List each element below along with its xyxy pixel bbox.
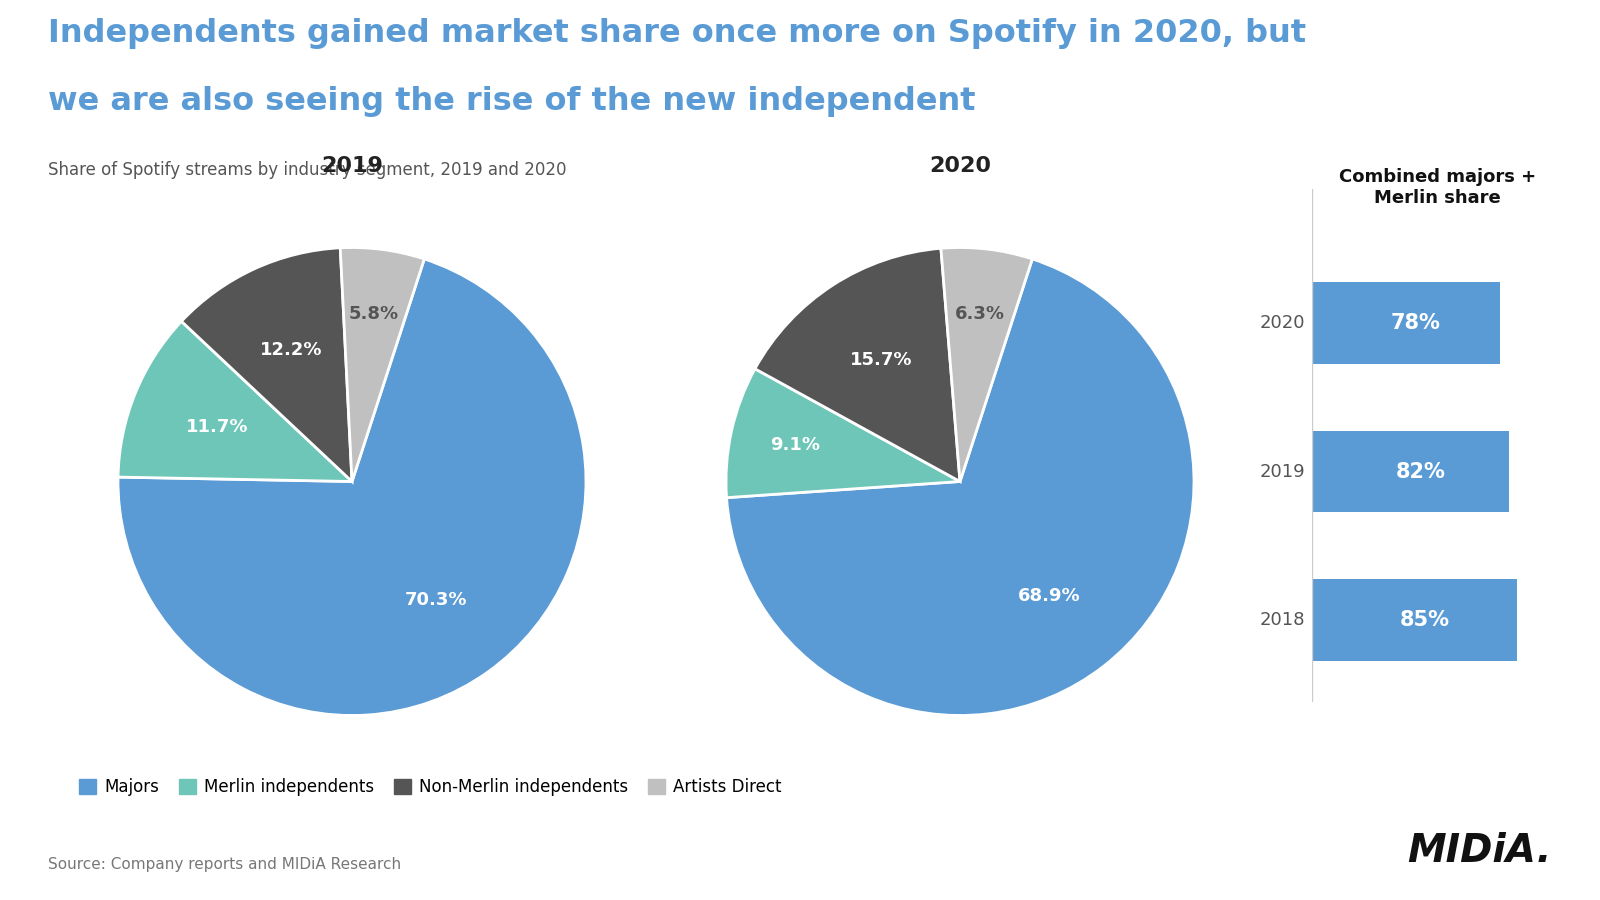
Text: 82%: 82% [1395,462,1445,482]
Wedge shape [181,248,352,482]
Text: 70.3%: 70.3% [405,590,467,608]
Text: Independents gained market share once more on Spotify in 2020, but: Independents gained market share once mo… [48,18,1306,49]
Wedge shape [726,259,1194,716]
Wedge shape [755,248,960,482]
Text: 9.1%: 9.1% [771,436,821,454]
Title: 2020: 2020 [930,157,990,176]
Text: 11.7%: 11.7% [186,418,250,436]
Text: 15.7%: 15.7% [850,351,912,369]
Bar [1312,282,1499,364]
Text: Share of Spotify streams by industry segment, 2019 and 2020: Share of Spotify streams by industry seg… [48,160,566,178]
Text: 2018: 2018 [1259,611,1304,629]
Bar [1312,430,1509,512]
Text: we are also seeing the rise of the new independent: we are also seeing the rise of the new i… [48,86,976,117]
Legend: Majors, Merlin independents, Non-Merlin independents, Artists Direct: Majors, Merlin independents, Non-Merlin … [72,772,789,803]
Text: 2020: 2020 [1259,314,1304,332]
Text: 5.8%: 5.8% [349,305,400,323]
Wedge shape [118,321,352,482]
Text: Combined majors +
Merlin share: Combined majors + Merlin share [1339,168,1536,207]
Wedge shape [941,248,1032,482]
Text: Source: Company reports and MIDiA Research: Source: Company reports and MIDiA Resear… [48,857,402,871]
Wedge shape [341,248,424,482]
Text: 12.2%: 12.2% [259,341,322,359]
Wedge shape [118,259,586,716]
Wedge shape [726,369,960,498]
Text: 85%: 85% [1400,610,1450,630]
Bar [1312,580,1517,662]
Text: 78%: 78% [1390,313,1440,333]
Text: 68.9%: 68.9% [1018,587,1080,605]
Text: 2019: 2019 [1259,463,1304,481]
Title: 2019: 2019 [322,157,382,176]
Text: 6.3%: 6.3% [955,305,1005,323]
Text: MIDiA.: MIDiA. [1408,832,1552,869]
